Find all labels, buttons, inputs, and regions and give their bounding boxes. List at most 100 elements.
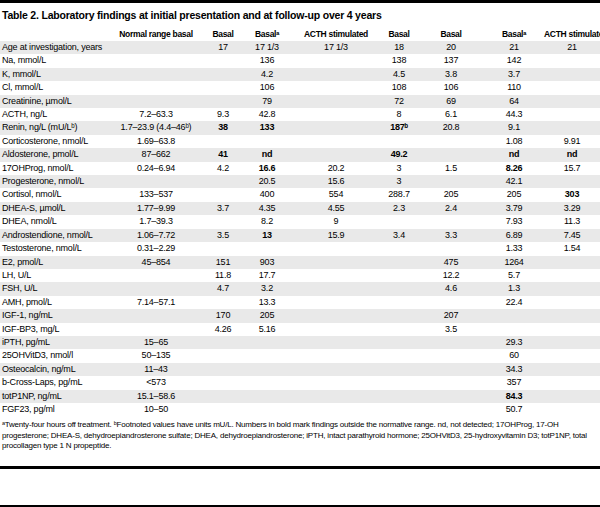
value-cell: 21 bbox=[484, 41, 544, 54]
value-cell: 45–854 bbox=[108, 256, 204, 269]
value-cell: 3.3 bbox=[418, 229, 484, 242]
table-row: DHEA, nmol/L1.7–39.38.297.9311.3 bbox=[0, 215, 600, 228]
row-label: iPTH, pg/mL bbox=[0, 336, 108, 349]
value-cell: 15.6 bbox=[292, 175, 380, 188]
value-cell: 205 bbox=[418, 188, 484, 201]
value-cell: 170 bbox=[204, 309, 242, 322]
value-cell bbox=[204, 95, 242, 108]
value-cell bbox=[544, 363, 600, 376]
value-cell: 44.3 bbox=[484, 108, 544, 121]
value-cell: 79 bbox=[242, 95, 292, 108]
value-cell bbox=[204, 376, 242, 389]
value-cell bbox=[418, 376, 484, 389]
table-row: 17OHProg, nmol/L0.24–6.944.216.620.231.5… bbox=[0, 162, 600, 175]
row-label: b-Cross-Laps, pg/mL bbox=[0, 376, 108, 389]
table-row: Cl, mmol/L106108106110 bbox=[0, 81, 600, 94]
value-cell bbox=[108, 282, 204, 295]
value-cell: 15–65 bbox=[108, 336, 204, 349]
table-row: Age at investigation, years1717 1/317 1/… bbox=[0, 41, 600, 54]
value-cell: 3 bbox=[380, 162, 418, 175]
value-cell bbox=[242, 403, 292, 416]
value-cell bbox=[380, 282, 418, 295]
row-label: 25OHVitD3, nmol/l bbox=[0, 349, 108, 362]
row-label: Creatinine, µmol/L bbox=[0, 95, 108, 108]
value-cell: 3.29 bbox=[544, 202, 600, 215]
column-header-2: Basal bbox=[204, 26, 242, 41]
value-cell: 133–537 bbox=[108, 188, 204, 201]
header-row: Normal range basalBasalBasalᵃACTH stimul… bbox=[0, 26, 600, 41]
value-cell bbox=[108, 269, 204, 282]
value-cell bbox=[204, 54, 242, 67]
value-cell: 3.7 bbox=[484, 68, 544, 81]
value-cell: 6.89 bbox=[484, 229, 544, 242]
table-row: 25OHVitD3, nmol/l50–13560 bbox=[0, 349, 600, 362]
value-cell: 4.2 bbox=[242, 68, 292, 81]
value-cell: 207 bbox=[418, 309, 484, 322]
table-row: IGF-1, ng/mL170205207 bbox=[0, 309, 600, 322]
value-cell: 11.3 bbox=[544, 215, 600, 228]
column-header-6: Basal bbox=[418, 26, 484, 41]
value-cell bbox=[544, 336, 600, 349]
value-cell bbox=[380, 135, 418, 148]
value-cell bbox=[380, 323, 418, 336]
value-cell: 288.7 bbox=[380, 188, 418, 201]
value-cell: 108 bbox=[380, 81, 418, 94]
value-cell bbox=[418, 148, 484, 161]
value-cell: 3 bbox=[380, 175, 418, 188]
value-cell: 303 bbox=[544, 188, 600, 201]
value-cell: 106 bbox=[418, 81, 484, 94]
value-cell bbox=[544, 323, 600, 336]
row-label: ACTH, ng/L bbox=[0, 108, 108, 121]
value-cell: nd bbox=[544, 148, 600, 161]
row-label: Na, mmol/L bbox=[0, 54, 108, 67]
value-cell: 4.6 bbox=[418, 282, 484, 295]
value-cell bbox=[292, 81, 380, 94]
column-header-8: ACTH stimulated bbox=[544, 26, 600, 41]
row-label: Aldosterone, pmol/L bbox=[0, 148, 108, 161]
value-cell bbox=[108, 41, 204, 54]
value-cell: 5.7 bbox=[484, 269, 544, 282]
table-header: Normal range basalBasalBasalᵃACTH stimul… bbox=[0, 26, 600, 41]
row-label: Testosterone, nmol/L bbox=[0, 242, 108, 255]
value-cell: 357 bbox=[484, 376, 544, 389]
value-cell bbox=[544, 403, 600, 416]
value-cell: 13.3 bbox=[242, 296, 292, 309]
value-cell: 1.69–63.8 bbox=[108, 135, 204, 148]
value-cell bbox=[544, 376, 600, 389]
value-cell bbox=[544, 108, 600, 121]
value-cell: 9.3 bbox=[204, 108, 242, 121]
value-cell bbox=[292, 363, 380, 376]
value-cell: 87–662 bbox=[108, 148, 204, 161]
value-cell bbox=[292, 148, 380, 161]
table-row: Osteocalcin, ng/mL11–4334.3 bbox=[0, 363, 600, 376]
table-row: Aldosterone, pmol/L87–66241nd49.2ndnd bbox=[0, 148, 600, 161]
table-row: Renin, ng/L (mU/Lᵇ)1.7–23.9 (4.4–46ᵇ)381… bbox=[0, 121, 600, 134]
table-row: IGF-BP3, mg/L4.265.163.5 bbox=[0, 323, 600, 336]
row-label: Age at investigation, years bbox=[0, 41, 108, 54]
table-row: Testosterone, nmol/L0.31–2.291.331.54 bbox=[0, 242, 600, 255]
value-cell bbox=[544, 390, 600, 403]
row-label: totP1NP, ng/mL bbox=[0, 390, 108, 403]
top-rule bbox=[0, 0, 600, 3]
value-cell bbox=[108, 175, 204, 188]
value-cell bbox=[204, 68, 242, 81]
row-label: LH, U/L bbox=[0, 269, 108, 282]
value-cell bbox=[204, 242, 242, 255]
value-cell bbox=[292, 54, 380, 67]
value-cell bbox=[108, 309, 204, 322]
value-cell: 137 bbox=[418, 54, 484, 67]
value-cell bbox=[380, 336, 418, 349]
value-cell: 41 bbox=[204, 148, 242, 161]
value-cell: 475 bbox=[418, 256, 484, 269]
value-cell: 151 bbox=[204, 256, 242, 269]
value-cell bbox=[544, 68, 600, 81]
value-cell: 13 bbox=[242, 229, 292, 242]
value-cell: 3.5 bbox=[418, 323, 484, 336]
table-row: Progesterone, nmol/L20.515.6342.1 bbox=[0, 175, 600, 188]
value-cell: 136 bbox=[242, 54, 292, 67]
row-label: Renin, ng/L (mU/Lᵇ) bbox=[0, 121, 108, 134]
value-cell bbox=[544, 175, 600, 188]
value-cell: 20.5 bbox=[242, 175, 292, 188]
row-label: Corticosterone, nmol/L bbox=[0, 135, 108, 148]
value-cell bbox=[242, 135, 292, 148]
